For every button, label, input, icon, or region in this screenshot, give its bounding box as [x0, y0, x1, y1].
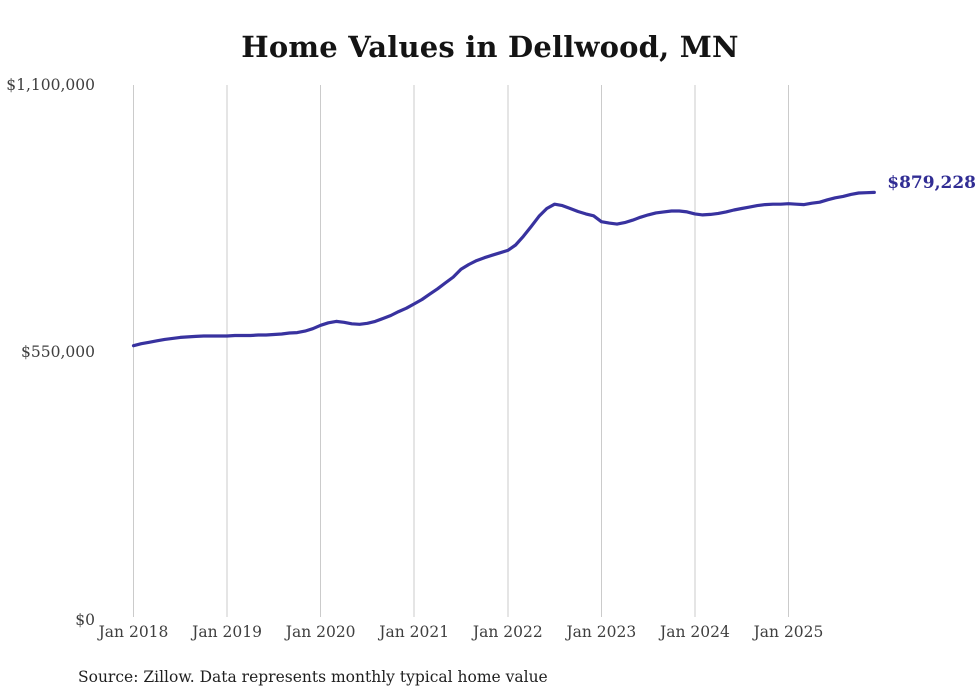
- y-tick-label: $0: [75, 610, 95, 629]
- x-tick-label: Jan 2025: [753, 623, 824, 641]
- home-value-line: [131, 190, 876, 348]
- x-tick-label: Jan 2022: [472, 623, 543, 641]
- final-value-label: $879,228: [887, 172, 976, 193]
- chart-title: Home Values in Dellwood, MN: [241, 30, 739, 64]
- source-note: Source: Zillow. Data represents monthly …: [78, 668, 548, 686]
- x-tick-label: Jan 2024: [660, 623, 730, 641]
- x-tick-label: Jan 2021: [379, 623, 450, 641]
- x-tick-label: Jan 2020: [285, 623, 356, 641]
- year-gridlines: [133, 85, 789, 617]
- x-tick-label: Jan 2018: [98, 623, 169, 641]
- y-tick-label: $1,100,000: [6, 75, 95, 94]
- y-tick-label: $550,000: [21, 343, 95, 361]
- x-tick-label: Jan 2023: [566, 623, 637, 641]
- x-tick-label: Jan 2019: [192, 623, 262, 641]
